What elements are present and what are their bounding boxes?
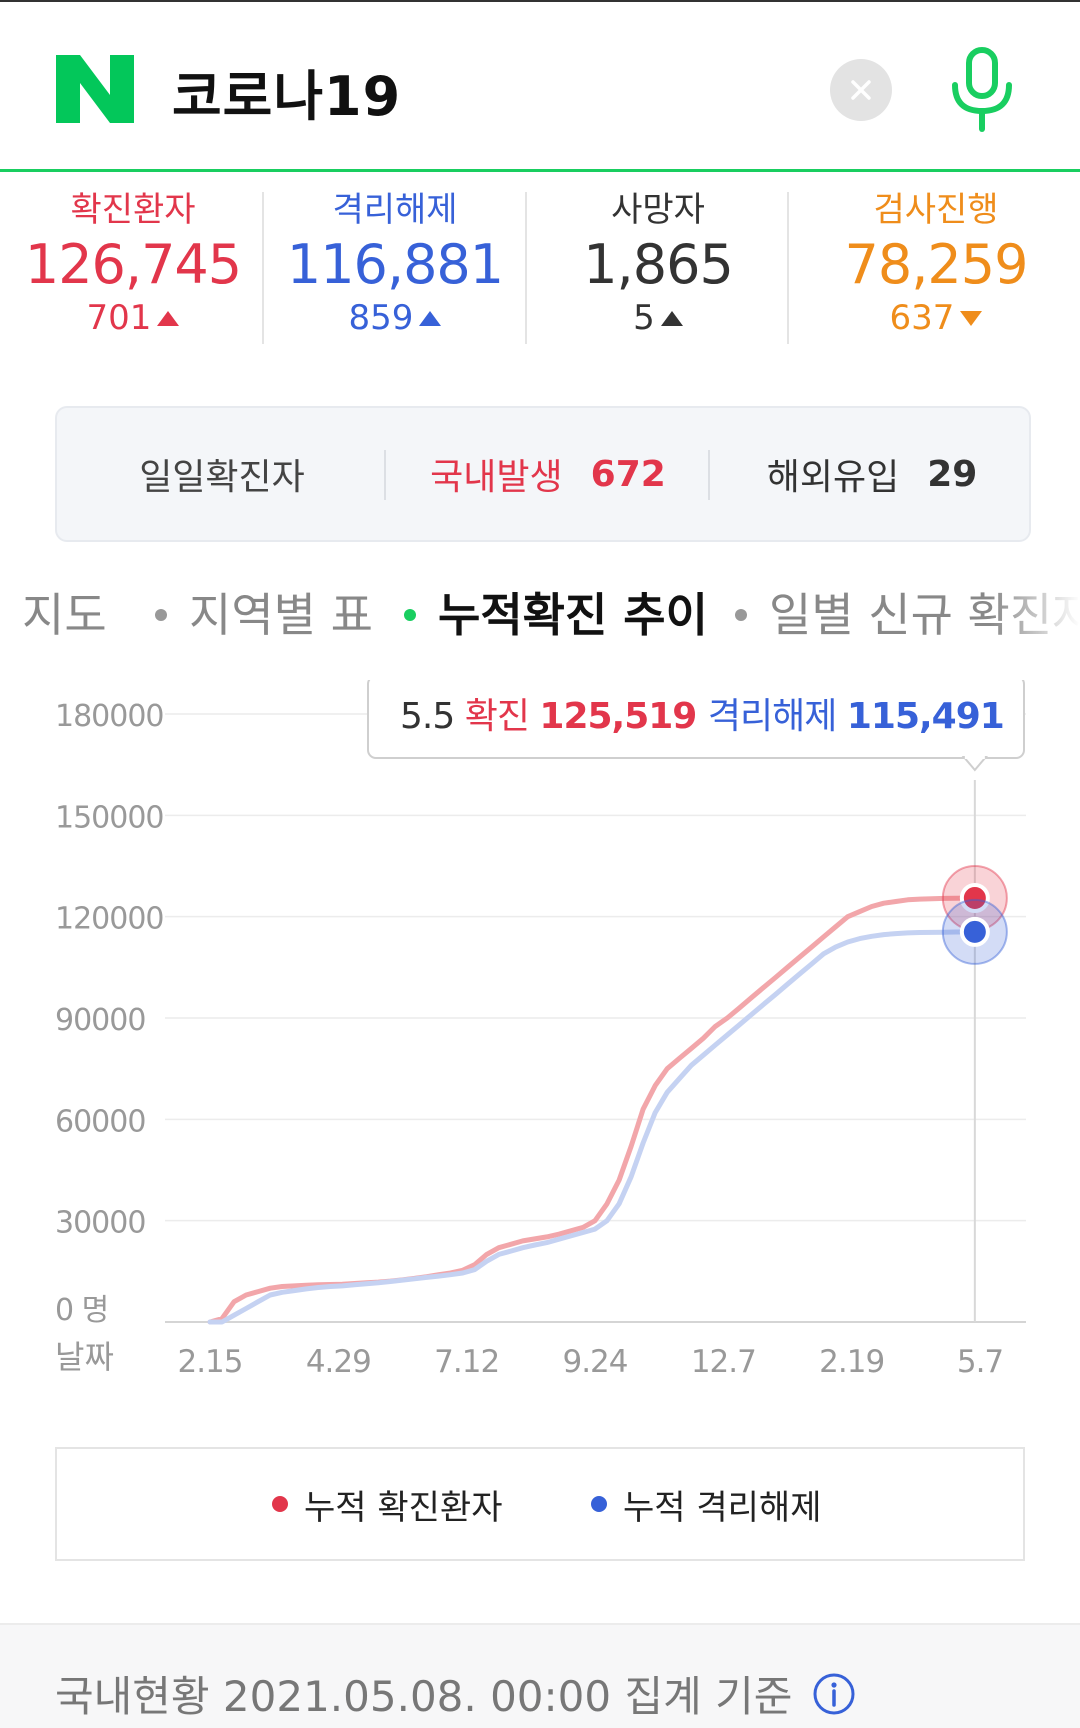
legend-released[interactable]: 누적 격리해제 <box>591 1449 822 1559</box>
daily-domestic-value: 672 <box>590 453 666 495</box>
tab-label: 지역별 표 <box>189 588 373 642</box>
arrow-up-icon <box>419 310 442 326</box>
highlight-point-released <box>959 916 990 947</box>
stat-delta: 701 <box>2 298 264 338</box>
tooltip-pointer-mask <box>964 755 985 759</box>
daily-overseas-value: 29 <box>927 453 978 495</box>
tooltip-part: 확진 <box>465 696 540 737</box>
footer-text: 국내현황 2021.05.08. 00:00 집계 기준 <box>55 1672 793 1721</box>
series-line-released <box>207 929 978 1325</box>
divider <box>708 450 710 500</box>
stat-delta: 5 <box>527 298 789 338</box>
footer-note: 국내현황 2021.05.08. 00:00 집계 기준 <box>55 1663 856 1724</box>
x-tick-label: 9.24 <box>562 1344 627 1380</box>
tooltip-part: 격리해제 <box>708 696 847 737</box>
x-tick-label: 7.12 <box>434 1344 499 1380</box>
x-tick-label: 5.7 <box>957 1344 1003 1380</box>
stat-delta-value: 859 <box>348 298 414 338</box>
naver-logo[interactable] <box>56 55 134 123</box>
daily-title: 일일확진자 <box>139 457 305 498</box>
arrow-up-icon <box>660 310 683 326</box>
chart-tabs: 지도 지역별 표 누적확진 추이 일별 신규 확진자 <box>0 580 1080 650</box>
stat-value: 78,259 <box>844 233 1029 296</box>
daily-domestic-label: 국내발생 <box>430 457 563 498</box>
arrow-down-icon <box>960 310 983 326</box>
stat-value: 1,865 <box>583 233 734 296</box>
stat-value: 126,745 <box>24 233 242 296</box>
bullet-icon <box>155 609 167 621</box>
tabs-fade <box>990 580 1080 650</box>
y-tick-label: 90000 <box>55 1003 145 1038</box>
footer: 국내현황 2021.05.08. 00:00 집계 기준 <box>0 1623 1080 1728</box>
daily-overseas: 해외유입 29 <box>711 408 1033 540</box>
divider <box>525 192 527 344</box>
y-tick-label: 30000 <box>55 1206 145 1241</box>
tooltip-text: 5.5 확진 125,519 격리해제 115,491 <box>400 696 1004 737</box>
x-tick-label: 4.29 <box>306 1344 371 1380</box>
divider <box>384 450 386 500</box>
tooltip-part: 115,491 <box>847 696 1004 737</box>
divider <box>262 192 264 344</box>
stat-tests[interactable]: 검사진행 78,259 637 <box>805 190 1067 350</box>
tab-cumulative-trend[interactable]: 누적확진 추이 <box>404 580 708 650</box>
stat-delta-value: 5 <box>633 298 655 338</box>
x-tick-label: 2.15 <box>177 1344 242 1380</box>
y-tick-label: 60000 <box>55 1104 145 1139</box>
cumulative-chart[interactable]: 180000 150000 120000 90000 60000 30000 0 명날짜 2.… <box>0 680 1080 1400</box>
tooltip-part: 5.5 <box>400 696 465 737</box>
tab-label: 지도 <box>22 588 107 642</box>
stat-label: 사망자 <box>611 190 705 230</box>
y-tick-label: 120000 <box>55 902 164 937</box>
bullet-icon <box>404 609 416 621</box>
y-tick-label: 180000 <box>55 699 164 734</box>
legend-label: 누적 격리해제 <box>623 1487 822 1528</box>
stats-summary: 확진환자 126,745 701 격리해제 116,881 859 사망자 1,… <box>0 172 1080 352</box>
tab-label: 누적확진 추이 <box>438 588 708 642</box>
search-header: 코로나19 <box>0 2 1080 172</box>
stat-delta-value: 701 <box>86 298 152 338</box>
tooltip-box <box>367 680 1025 759</box>
legend-dot-icon <box>591 1496 607 1512</box>
highlight-point-confirmed <box>959 883 990 914</box>
stat-delta: 859 <box>264 298 526 338</box>
x-axis-label: 날짜 <box>55 1338 114 1376</box>
legend-confirmed[interactable]: 누적 확진환자 <box>272 1449 503 1559</box>
daily-confirmed-box: 일일확진자 국내발생 672 해외유입 29 <box>55 406 1031 542</box>
arrow-up-icon <box>157 310 180 326</box>
chart-legend: 누적 확진환자 누적 격리해제 <box>55 1447 1025 1561</box>
y-tick-label: 150000 <box>55 800 164 835</box>
y-tick-label: 0 명 <box>55 1293 108 1328</box>
clear-search-button[interactable] <box>830 59 892 121</box>
microphone-icon[interactable] <box>945 47 1019 132</box>
stat-label: 격리해제 <box>332 190 458 230</box>
x-tick-label: 12.7 <box>691 1344 756 1380</box>
divider <box>787 192 789 344</box>
x-tick-label: 2.19 <box>819 1344 884 1380</box>
legend-label: 누적 확진환자 <box>304 1487 503 1528</box>
bullet-icon <box>735 609 747 621</box>
tab-map[interactable]: 지도 <box>0 580 107 650</box>
stat-label: 확진환자 <box>70 190 196 230</box>
tooltip-part: 125,519 <box>539 696 708 737</box>
daily-domestic: 국내발생 672 <box>387 408 709 540</box>
stat-deaths[interactable]: 사망자 1,865 5 <box>527 190 789 350</box>
search-query[interactable]: 코로나19 <box>172 65 402 128</box>
top-edge <box>0 0 1080 2</box>
stat-label: 검사진행 <box>873 190 999 230</box>
close-icon <box>851 80 871 100</box>
stat-confirmed[interactable]: 확진환자 126,745 701 <box>2 190 264 350</box>
info-icon[interactable] <box>812 1672 856 1716</box>
stat-delta: 637 <box>805 298 1067 338</box>
series-line-confirmed <box>207 895 978 1325</box>
daily-overseas-label: 해외유입 <box>766 457 900 498</box>
legend-dot-icon <box>272 1496 288 1512</box>
tab-region-table[interactable]: 지역별 표 <box>155 580 373 650</box>
stat-released[interactable]: 격리해제 116,881 859 <box>264 190 526 350</box>
stat-value: 116,881 <box>286 233 504 296</box>
stat-delta-value: 637 <box>889 298 955 338</box>
